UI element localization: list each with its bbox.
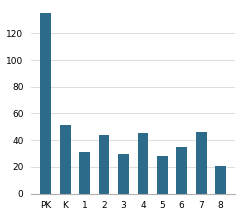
Bar bbox=[41, 13, 51, 194]
Bar bbox=[99, 135, 109, 194]
Bar bbox=[60, 125, 71, 194]
Bar bbox=[79, 152, 90, 194]
Bar bbox=[138, 134, 148, 194]
Bar bbox=[176, 147, 187, 194]
Bar bbox=[196, 132, 206, 194]
Bar bbox=[118, 154, 129, 194]
Bar bbox=[157, 156, 168, 194]
Bar bbox=[215, 165, 226, 194]
